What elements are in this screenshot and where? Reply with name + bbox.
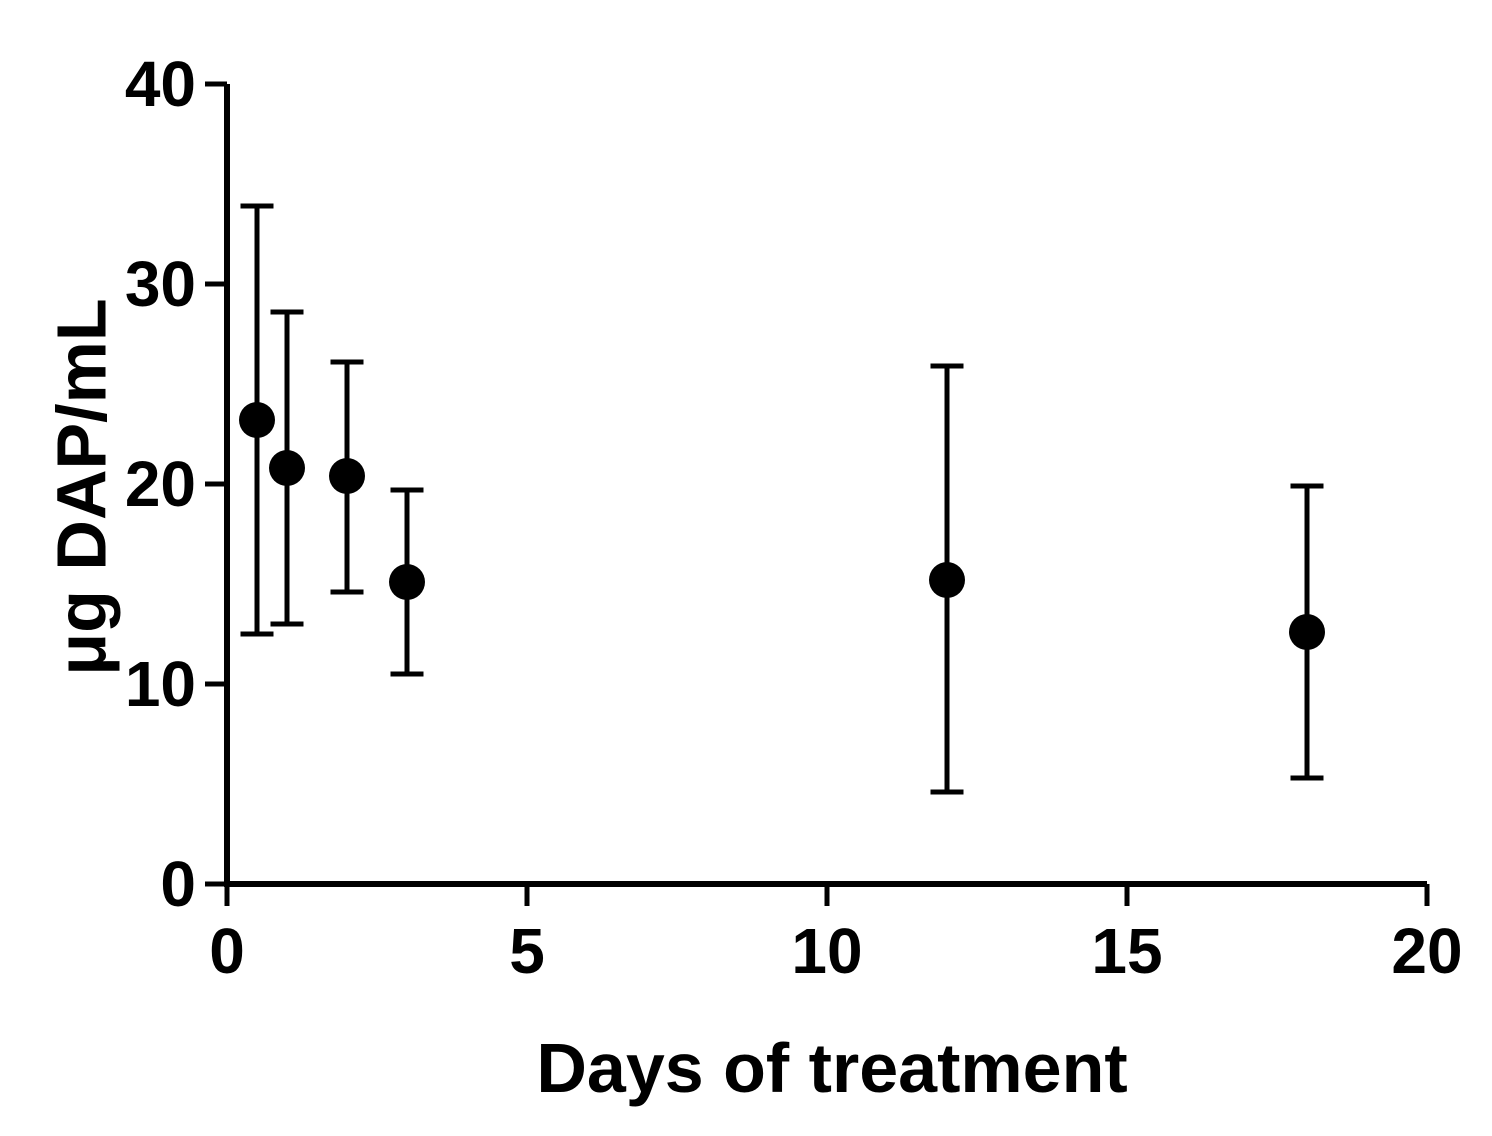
y-tick-label-0: 0	[160, 848, 196, 920]
x-tick-label-0: 0	[209, 915, 245, 987]
data-point-day-3	[389, 564, 425, 600]
y-tick-label-10: 10	[125, 648, 196, 720]
y-tick-label-20: 20	[125, 448, 196, 520]
data-point-day-0.5	[239, 402, 275, 438]
data-point-day-18	[1289, 614, 1325, 650]
y-axis-title: μg DAP/mL	[42, 298, 121, 676]
data-point-day-2	[329, 458, 365, 494]
x-tick-label-10: 10	[791, 915, 862, 987]
x-tick-label-15: 15	[1091, 915, 1162, 987]
y-tick-label-30: 30	[125, 248, 196, 320]
data-point-day-12	[929, 562, 965, 598]
x-tick-label-20: 20	[1391, 915, 1462, 987]
x-tick-label-5: 5	[509, 915, 545, 987]
x-axis-title: Days of treatment	[536, 1029, 1128, 1107]
data-point-day-1	[269, 450, 305, 486]
y-tick-label-40: 40	[125, 48, 196, 120]
